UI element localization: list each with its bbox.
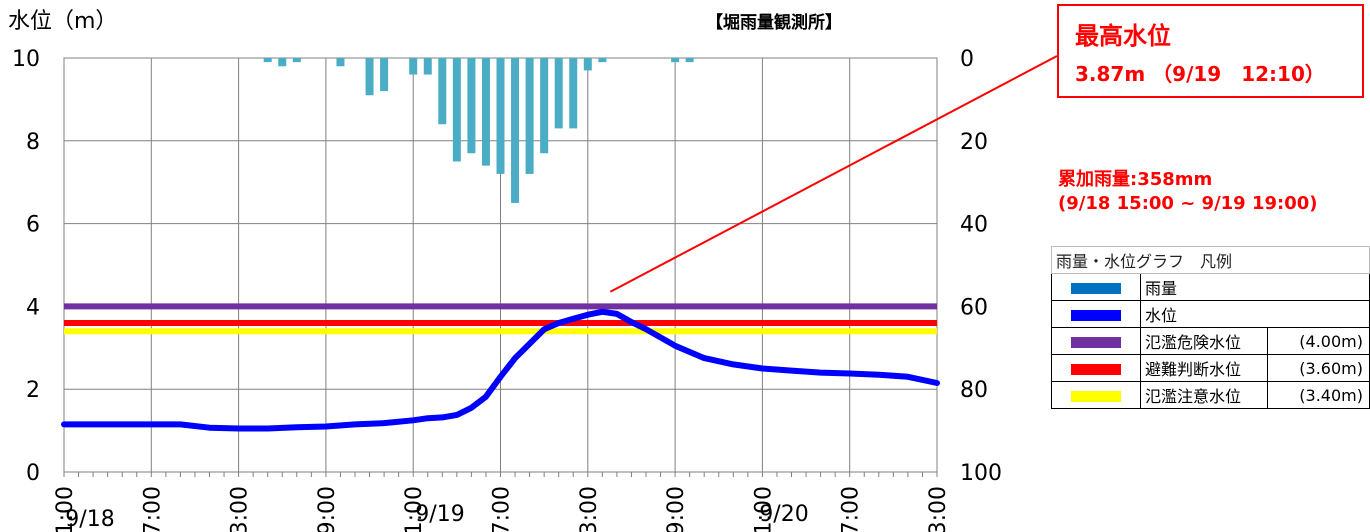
x-tick-label: 7:00 (490, 486, 515, 532)
legend: 雨量・水位グラフ 凡例 雨量 水位 氾濫危険水位 (4.00m) 避難判断水位 … (1051, 246, 1370, 409)
rain-bar (511, 58, 520, 203)
x-tick-label: 19:00 (664, 486, 689, 532)
legend-swatch-level (1071, 309, 1121, 321)
legend-swatch-caution (1071, 390, 1121, 402)
rain-bars (263, 58, 694, 203)
annotation-title: 最高水位 (1075, 22, 1171, 50)
rain-bar (263, 58, 272, 63)
date-labels: 9/18 9/19 9/20 (65, 502, 808, 532)
threshold-lines (64, 303, 937, 335)
y-left-tick: 0 (26, 461, 40, 486)
cumulative-rainfall-period: (9/18 15:00 ~ 9/19 19:00) (1058, 193, 1318, 214)
date-label: 9/18 (65, 507, 114, 532)
y-right-tick: 100 (960, 461, 1002, 486)
cumulative-rainfall-total: 累加雨量:358mm (1058, 169, 1213, 190)
annotation-leader (609, 55, 1058, 293)
rain-bar (278, 58, 287, 67)
y-left-tick: 8 (26, 130, 40, 155)
x-tick-label: 1:00 (751, 486, 776, 532)
x-tick-label: 13:00 (228, 486, 253, 532)
x-ticks: 1:00 7:00 13:00 19:00 1:00 7:00 13:00 19:00 1:00… (53, 486, 951, 532)
rain-bar (336, 58, 345, 67)
rain-bar (598, 58, 607, 63)
rain-bar (496, 58, 505, 174)
y-right-tick: 20 (960, 130, 988, 155)
rain-bar (540, 58, 549, 154)
date-label: 9/19 (415, 502, 464, 527)
water-level-line (61, 308, 940, 432)
legend-item: 氾濫注意水位 (3.40m) (1051, 381, 1370, 409)
rain-bar (409, 58, 418, 75)
rain-bar (554, 58, 563, 129)
legend-item: 氾濫危険水位 (4.00m) (1051, 327, 1370, 355)
y-left-axis-label: 水位（m） (8, 9, 117, 34)
y-right-tick: 0 (960, 47, 974, 72)
y-left-tick: 4 (26, 295, 40, 320)
legend-name: 雨量 (1140, 273, 1370, 301)
rain-bar (438, 58, 447, 125)
y-left-tick: 6 (26, 213, 40, 238)
y-right-ticks: 0 20 40 60 80 100 (960, 47, 1002, 486)
rain-bar (569, 58, 578, 129)
rain-bar (583, 58, 592, 71)
annotation-leader-line (609, 55, 1058, 293)
rain-bar (467, 58, 476, 154)
rain-bar (481, 58, 490, 166)
rain-bar (685, 58, 694, 63)
rain-bar (525, 58, 534, 174)
legend-name: 水位 (1140, 300, 1370, 328)
rain-bar (292, 58, 301, 63)
rain-bar (365, 58, 374, 96)
grid (63, 57, 938, 477)
legend-name: 氾濫注意水位 (1140, 381, 1268, 409)
legend-title: 雨量・水位グラフ 凡例 (1051, 246, 1370, 274)
y-right-tick: 40 (960, 213, 988, 238)
legend-item: 雨量 (1051, 273, 1370, 301)
legend-swatch-rain (1071, 282, 1121, 294)
x-tick-label: 1:00 (53, 486, 78, 532)
legend-item: 水位 (1051, 300, 1370, 328)
legend-swatch-evac (1071, 363, 1121, 375)
x-tick-label: 13:00 (577, 486, 602, 532)
y-left-tick: 10 (12, 47, 40, 72)
legend-item: 避難判断水位 (3.60m) (1051, 354, 1370, 382)
water-level-series (61, 308, 940, 432)
y-left-ticks: 10 8 6 4 2 0 (12, 47, 40, 486)
legend-value: (3.60m) (1267, 354, 1370, 382)
annotation-value: 3.87m （9/19 12:10） (1075, 62, 1325, 86)
y-left-tick: 2 (26, 378, 40, 403)
station-title: 【堀雨量観測所】 (706, 12, 842, 33)
x-tick-label: 13:00 (926, 486, 951, 532)
rain-bar (452, 58, 461, 162)
rain-bar (380, 58, 389, 92)
max-level-annotation: 最高水位 3.87m （9/19 12:10） (1057, 4, 1364, 98)
legend-name: 氾濫危険水位 (1140, 327, 1268, 355)
legend-value: (4.00m) (1267, 327, 1370, 355)
y-right-tick: 60 (960, 295, 988, 320)
legend-value: (3.40m) (1267, 381, 1370, 409)
x-tick-label: 7:00 (140, 486, 165, 532)
cumulative-rainfall: 累加雨量:358mm (9/18 15:00 ~ 9/19 19:00) (1058, 168, 1318, 216)
rain-bar (671, 58, 680, 63)
x-tick-label: 19:00 (315, 486, 340, 532)
y-right-tick: 80 (960, 378, 988, 403)
rain-bar (423, 58, 432, 75)
legend-swatch-danger (1071, 336, 1121, 348)
x-tick-label: 7:00 (839, 486, 864, 532)
legend-name: 避難判断水位 (1140, 354, 1268, 382)
x-tick-label: 1:00 (402, 486, 427, 532)
date-label: 9/20 (759, 502, 808, 527)
